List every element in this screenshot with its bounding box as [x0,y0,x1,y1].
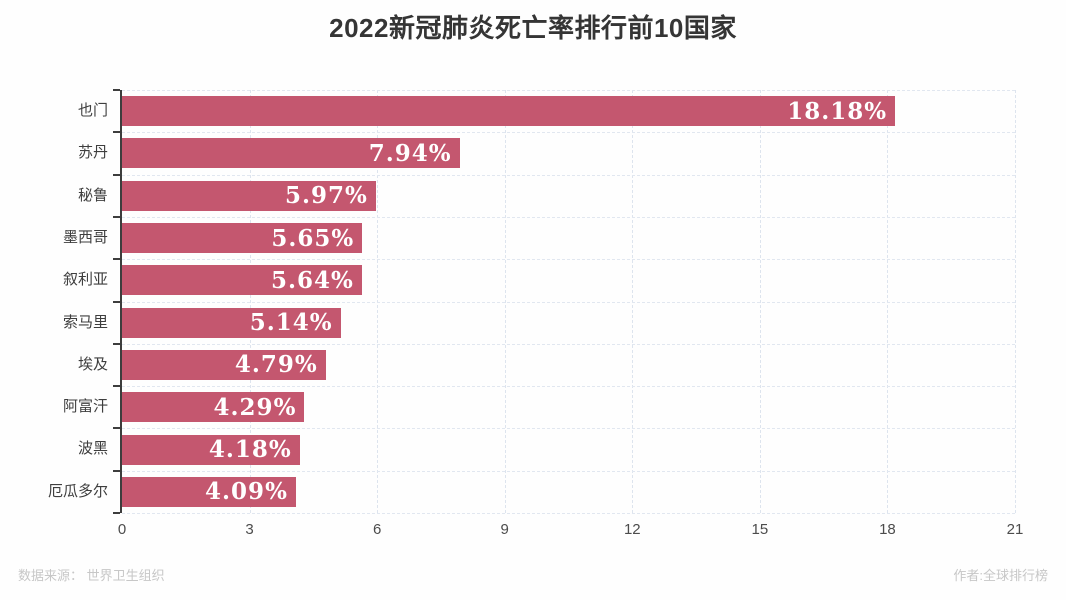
category-label: 埃及 [77,355,108,373]
bar: 4.29% [122,392,305,423]
x-axis-tick-label: 9 [500,521,509,538]
y-axis-tick [113,427,120,429]
bar: 4.18% [122,434,300,465]
bar-value-label: 18.18% [787,97,888,125]
bar-value-label: 5.97% [284,182,368,210]
y-axis-tick [113,216,120,218]
horizontal-gridline [122,132,1015,133]
bar-value-label: 4.29% [213,393,297,421]
bar: 18.18% [122,96,896,127]
y-axis-tick [113,385,120,387]
bar-value-label: 4.18% [208,436,292,464]
y-axis-tick [113,301,120,303]
y-axis-tick [113,258,120,260]
horizontal-gridline [122,90,1015,91]
category-label: 墨西哥 [62,228,108,246]
horizontal-gridline [122,175,1015,176]
bar: 4.09% [122,476,296,507]
y-axis-tick [113,89,120,91]
category-label: 也门 [77,102,108,119]
bar: 7.94% [122,138,460,169]
x-axis-tick-label: 3 [245,521,254,538]
horizontal-gridline [122,386,1015,387]
category-label: 苏丹 [77,144,108,162]
y-axis-tick [113,470,120,472]
horizontal-gridline [122,428,1015,429]
bar: 4.79% [122,349,326,380]
bar: 5.64% [122,265,362,296]
category-label: 波黑 [77,440,108,458]
y-axis-line [120,90,122,513]
bar-value-label: 5.64% [270,266,354,294]
category-label: 索马里 [62,313,108,331]
y-axis-tick [113,343,120,345]
bar: 5.97% [122,180,376,211]
y-axis-tick [113,174,120,176]
vertical-gridline [249,90,251,513]
horizontal-gridline [122,513,1015,514]
x-axis-tick-label: 0 [117,521,127,538]
vertical-gridline [1015,90,1016,513]
bar-value-label: 5.65% [271,224,355,252]
author-credit: 作者:全球排行榜 [953,568,1048,583]
bar-value-label: 4.79% [234,351,318,379]
horizontal-gridline [122,259,1015,260]
horizontal-gridline [122,471,1015,472]
x-axis-tick-label: 18 [879,521,896,538]
bar-value-label: 7.94% [368,139,452,167]
category-label: 叙利亚 [62,271,108,289]
horizontal-gridline [122,217,1015,218]
x-axis-tick-label: 12 [623,521,641,538]
plot-area: 0 3 6 9 12 15 18 21 也门 18.18% 苏丹 7.94% 秘鲁 5.97% 墨西哥 5.6… [48,89,1023,538]
vertical-gridline [377,90,379,513]
category-label: 秘鲁 [77,186,108,204]
x-axis-tick-label: 21 [1006,521,1024,538]
bar: 5.14% [122,307,341,338]
category-label: 阿富汗 [62,398,108,416]
bar: 5.65% [122,223,363,254]
vertical-gridline [887,90,889,513]
y-axis-tick [113,131,120,133]
horizontal-gridline [122,302,1015,303]
vertical-gridline [632,90,634,513]
bar-value-label: 5.14% [249,309,333,337]
y-axis-tick [113,512,120,514]
vertical-gridline [759,90,761,513]
vertical-gridline [504,90,506,513]
bar-value-label: 4.09% [205,478,288,506]
category-label: 厄瓜多尔 [47,482,108,500]
x-axis-tick-label: 15 [751,521,769,538]
data-source-credit: 数据来源： 世界卫生组织 [18,568,165,583]
horizontal-gridline [122,344,1015,345]
chart-title: 2022新冠肺炎死亡率排行前10国家 [329,13,737,43]
x-axis-tick-label: 6 [372,521,382,538]
